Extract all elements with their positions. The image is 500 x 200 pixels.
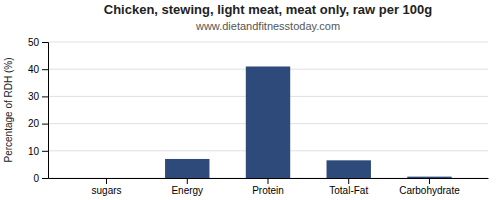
x-tick-mark <box>429 178 430 184</box>
y-tick: 30 <box>28 91 48 102</box>
y-tick-label: 40 <box>28 64 40 75</box>
bar <box>407 177 451 178</box>
x-tick-label: Energy <box>171 185 203 196</box>
grid-line <box>48 42 488 43</box>
x-tick-mark <box>106 178 107 184</box>
y-tick-mark <box>42 178 48 179</box>
x-tick: Protein <box>252 178 284 196</box>
x-tick: Total-Fat <box>329 178 368 196</box>
bar <box>165 159 209 178</box>
bars <box>165 66 452 178</box>
y-axis: 0 10 20 30 40 50 <box>28 37 49 184</box>
y-tick-label: 10 <box>28 146 40 157</box>
y-tick-mark <box>42 96 48 97</box>
grid <box>48 42 488 178</box>
y-tick-mark <box>42 42 48 43</box>
subtitle: www.dietandfitnesstoday.com <box>195 20 340 32</box>
bar <box>327 160 371 178</box>
y-tick-label: 30 <box>28 91 40 102</box>
bar <box>246 66 290 178</box>
x-tick: Energy <box>171 178 203 196</box>
y-tick-mark <box>42 124 48 125</box>
plot: sugars Energy Protein Total-Fat Carbohydrate… <box>28 37 489 196</box>
y-tick-mark <box>42 151 48 152</box>
y-tick-label: 20 <box>28 118 40 129</box>
y-axis-line <box>42 43 49 179</box>
bar <box>84 178 128 179</box>
y-tick: 20 <box>28 118 48 129</box>
x-tick-label: Carbohydrate <box>399 185 460 196</box>
x-tick-mark <box>187 178 188 184</box>
x-tick-mark <box>348 178 349 184</box>
x-tick: Carbohydrate <box>399 178 460 196</box>
x-tick-label: Protein <box>252 185 284 196</box>
y-tick: 10 <box>28 146 48 157</box>
x-tick: sugars <box>92 178 122 196</box>
y-tick: 50 <box>28 37 48 48</box>
title: Chicken, stewing, light meat, meat only,… <box>104 2 433 17</box>
y-tick-mark <box>42 69 48 70</box>
x-axis: sugars Energy Protein Total-Fat Carbohydrate <box>49 178 489 196</box>
y-tick-label: 50 <box>28 37 40 48</box>
x-tick-label: Total-Fat <box>329 185 368 196</box>
y-tick-label: 0 <box>33 173 39 184</box>
x-tick-mark <box>268 178 269 184</box>
x-tick-label: sugars <box>92 185 122 196</box>
y-tick: 40 <box>28 64 48 75</box>
y-axis-title: Percentage of RDH (%) <box>3 57 14 162</box>
chart: Chicken, stewing, light meat, meat only,… <box>0 0 500 200</box>
y-tick: 0 <box>33 173 48 184</box>
